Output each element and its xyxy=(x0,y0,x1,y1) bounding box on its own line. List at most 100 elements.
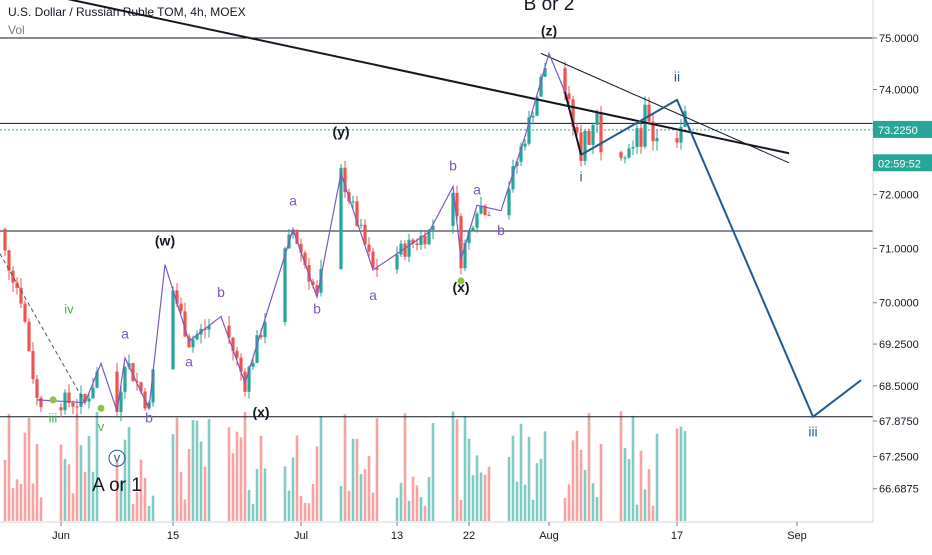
wave-i-leg[interactable] xyxy=(564,91,582,156)
volume-bar xyxy=(527,436,531,521)
elliott-wave-path[interactable] xyxy=(36,51,582,412)
volume-bar xyxy=(263,468,267,521)
pivot-marker xyxy=(457,277,465,285)
volume-bar xyxy=(403,413,407,521)
volume-bar xyxy=(39,497,43,521)
candle-body xyxy=(35,379,39,398)
candle-body xyxy=(647,104,651,122)
y-tick-label: 74.0000 xyxy=(879,85,919,97)
candle-body xyxy=(235,350,239,358)
candle-body xyxy=(91,387,95,399)
candle-body xyxy=(595,113,599,125)
y-tick-label: 72.0000 xyxy=(879,190,919,202)
volume-bar xyxy=(171,434,175,521)
candle-body xyxy=(527,117,531,144)
volume-bar xyxy=(427,477,431,521)
wave-label: i xyxy=(579,168,582,184)
wave-labels-layer: B or 2A or 1(z)(y)(w)(x)(x)abababababiii… xyxy=(49,0,818,496)
volume-bar xyxy=(7,413,11,521)
x-tick-label: Jul xyxy=(294,530,308,542)
candle-body xyxy=(123,367,127,392)
candle-body xyxy=(23,303,27,322)
price-axis-background xyxy=(873,0,932,550)
volume-bar xyxy=(147,505,151,521)
volume-bar xyxy=(523,484,527,521)
y-tick-label: 66.6875 xyxy=(879,484,919,496)
volume-bar xyxy=(311,483,315,521)
time-axis-background xyxy=(0,522,932,550)
volume-bar xyxy=(23,432,27,521)
volume-bar xyxy=(579,449,583,521)
x-tick-label: 22 xyxy=(463,530,475,542)
candle-body xyxy=(207,325,211,330)
volume-layer xyxy=(3,411,687,521)
y-tick-label: 70.0000 xyxy=(879,298,919,310)
candle-body xyxy=(179,303,183,312)
wave-label: b xyxy=(449,158,457,174)
volume-bar xyxy=(203,466,207,521)
volume-bar xyxy=(459,500,463,521)
candle-body xyxy=(195,334,199,340)
candle-body xyxy=(543,68,547,77)
y-tick-label: 75.0000 xyxy=(879,33,919,45)
volume-bar xyxy=(583,469,587,521)
volume-bar xyxy=(95,411,99,521)
volume-bar xyxy=(475,455,479,521)
volume-bar xyxy=(227,427,231,521)
candle-body xyxy=(191,339,195,348)
chart-title: U.S. Dollar / Russian Ruble TOM, 4h, MOE… xyxy=(8,5,246,19)
volume-bar xyxy=(183,499,187,521)
volume-bar xyxy=(199,441,203,521)
volume-bar xyxy=(259,435,263,521)
volume-bar xyxy=(507,456,511,521)
candle-body xyxy=(39,397,43,408)
x-tick-label: Jun xyxy=(52,530,70,542)
volume-bar xyxy=(35,443,39,521)
volume-bar xyxy=(59,444,63,521)
y-tick-label: 67.2500 xyxy=(879,451,919,463)
trendline[interactable] xyxy=(0,0,790,155)
volume-bar xyxy=(343,414,347,521)
volume-bar xyxy=(571,440,575,521)
volume-bar xyxy=(451,411,455,521)
forecast-path[interactable] xyxy=(580,98,862,419)
candle-body xyxy=(183,311,187,337)
candle-body xyxy=(75,406,79,408)
volume-bar xyxy=(683,431,687,521)
volume-bar xyxy=(195,420,199,521)
candle-body xyxy=(371,251,375,268)
candle-body xyxy=(455,192,459,217)
volume-bar xyxy=(235,431,239,521)
volume-bar xyxy=(119,480,123,521)
dashed-trendline[interactable] xyxy=(0,253,86,403)
candle-body xyxy=(359,224,363,226)
volume-bar xyxy=(31,483,35,521)
volume-bar xyxy=(131,504,135,521)
volume-bar xyxy=(599,443,603,521)
candle-body xyxy=(483,205,487,215)
candle-body xyxy=(151,369,155,403)
wave-label: a xyxy=(185,353,193,369)
wave-label: v xyxy=(114,450,121,465)
candle-body xyxy=(479,205,483,214)
volume-bar xyxy=(411,476,415,521)
wave-label: iii xyxy=(49,410,58,425)
volume-bar xyxy=(175,417,179,521)
volume-bar xyxy=(247,489,251,521)
pivot-marker xyxy=(49,396,57,404)
volume-bar xyxy=(75,414,79,521)
candle-body xyxy=(19,287,23,304)
trendline[interactable] xyxy=(540,52,790,164)
candle-body xyxy=(591,124,595,145)
candle-body xyxy=(27,321,31,352)
volume-bar xyxy=(635,504,639,521)
candle-body xyxy=(579,132,583,161)
volume-bar xyxy=(575,430,579,521)
volume-legend: Vol xyxy=(8,23,25,37)
candle-body xyxy=(539,76,543,97)
wave-label: (z) xyxy=(541,22,557,38)
volume-bar xyxy=(467,438,471,521)
